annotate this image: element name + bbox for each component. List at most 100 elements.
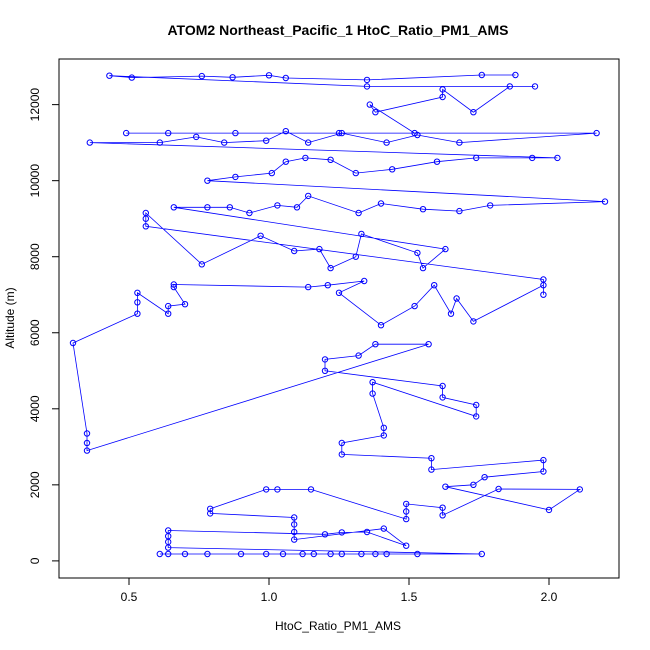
data-point [380,525,387,532]
data-point [83,447,91,454]
series-line [72,74,606,555]
data-point [411,302,418,310]
data-point [291,247,298,255]
data-point [442,245,449,253]
data-point [257,232,264,240]
data-point [428,455,435,462]
data-point [305,283,312,291]
data-point [529,154,536,162]
data-point [165,310,172,317]
data-point [361,277,368,285]
y-tick-label: 8000 [28,243,42,270]
data-point [142,209,150,217]
data-point [377,200,385,207]
data-point [456,139,463,146]
data-point [142,223,150,230]
data-point [156,139,164,146]
data-point [263,137,270,144]
data-point [419,264,427,272]
data-point [481,474,488,481]
data-point [221,139,228,146]
data-point [383,550,390,558]
data-point [193,133,200,141]
data-point [473,154,480,162]
data-point [134,310,141,317]
data-point [540,291,547,298]
data-point [540,468,547,475]
data-point [165,527,172,534]
data-point [439,382,446,390]
data-point [338,129,345,137]
data-point [478,550,485,558]
data-point [403,515,410,523]
data-point [487,202,494,209]
data-point [473,413,480,420]
data-point [389,166,396,173]
data-point [335,129,343,137]
data-point [355,209,362,217]
data-lines [72,74,606,555]
chart-title: ATOM2 Northeast_Pacific_1 HtoC_Ratio_PM1… [167,22,508,38]
y-tick-label: 10000 [28,164,42,198]
data-point [338,550,345,558]
data-point [433,158,441,165]
data-point [237,550,245,558]
data-point [470,318,477,325]
y-axis-label: Altitude (m) [3,287,17,348]
data-point [69,339,77,347]
data-point [419,206,427,213]
data-point [576,486,583,493]
data-point [274,202,281,209]
data-point [327,264,334,272]
data-point [425,341,432,348]
data-point [279,550,287,558]
data-point [86,139,94,146]
data-point [181,301,189,308]
data-point [352,253,359,260]
data-point [478,71,485,79]
data-point [403,508,410,515]
data-point [372,341,379,348]
x-axis-label: HtoC_Ratio_PM1_AMS [275,619,401,633]
data-point [601,198,609,205]
data-point [282,158,289,165]
data-point [377,322,385,329]
data-point [369,390,376,397]
data-point [554,154,561,162]
x-tick-label: 2.0 [541,590,558,604]
data-point [358,230,365,238]
data-point [291,521,298,528]
y-tick-label: 4000 [28,395,42,422]
data-point [204,177,211,184]
data-point [447,310,455,317]
data-point [593,129,600,137]
data-point [165,129,172,137]
data-point [204,550,211,558]
data-point [170,281,178,288]
data-point [305,192,312,200]
data-point [428,466,435,473]
data-point [229,74,236,81]
data-point [291,514,298,521]
data-point [380,424,387,431]
data-point [366,101,373,108]
data-point [302,154,309,162]
data-point [268,169,275,177]
data-point [363,528,371,536]
data-point [439,394,446,401]
data-point [338,529,345,536]
data-point [327,156,334,164]
data-point [198,72,206,80]
y-axis: 0 2000 4000 6000 8000 10000 12000 [28,88,60,564]
data-point [403,542,410,549]
data-point [456,207,463,215]
data-point [531,83,539,90]
data-point [372,109,379,116]
data-point [338,451,345,458]
plot-frame [58,58,620,579]
data-point [439,93,446,101]
data-point [263,550,270,558]
data-point [453,295,460,302]
data-point [282,128,289,135]
